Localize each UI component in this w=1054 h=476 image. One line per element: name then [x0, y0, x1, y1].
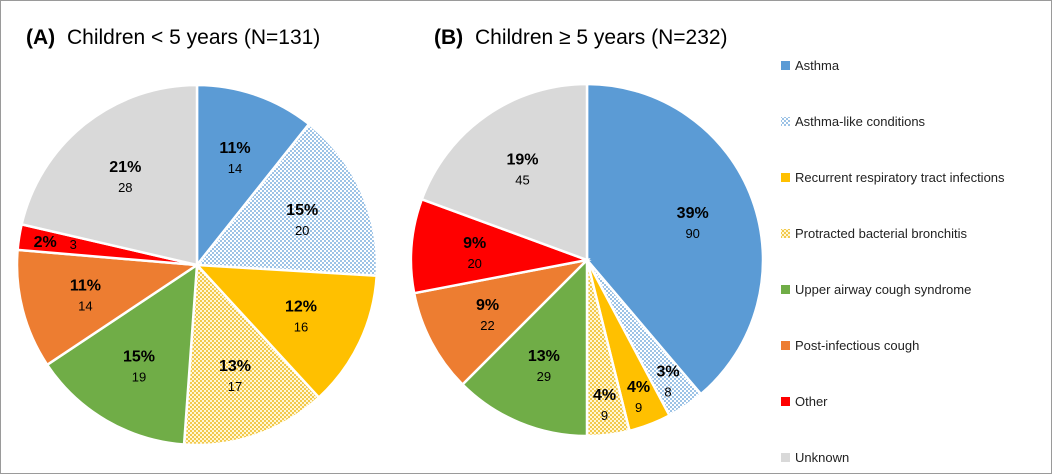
- pie-a-percent-label-post-infectious-cough: 11%: [70, 278, 101, 295]
- pie-b-percent-label-asthma: 39%: [677, 205, 709, 222]
- legend-label-recurrent-respiratory-tract-infections: Recurrent respiratory tract infections: [795, 170, 1005, 185]
- pie-b-percent-label-upper-airway-cough-syndrome: 13%: [528, 348, 560, 365]
- pie-a-count-label-other: 3: [70, 237, 77, 252]
- legend-swatch-post-infectious-cough: [781, 341, 790, 350]
- pie-b-slice-upper-airway-cough-syndrome: [460, 256, 589, 438]
- pie-b-count-label-asthma: 90: [685, 226, 699, 241]
- pie-a-count-label-recurrent-respiratory-tract-infections: 16: [294, 319, 308, 334]
- pie-b-percent-label-post-infectious-cough: 9%: [476, 297, 499, 314]
- chart-b-title-label: (B): [434, 26, 463, 49]
- pie-a-slice-asthma-like-conditions: [194, 122, 379, 278]
- pie-b-slice-unknown: [420, 82, 589, 262]
- pie-a-slice-recurrent-respiratory-tract-infections: [193, 263, 379, 400]
- pie-b-slice-other: [409, 197, 592, 295]
- chart-b-title-text: Children ≥ 5 years (N=232): [475, 26, 728, 49]
- legend-label-protracted-bacterial-bronchitis: Protracted bacterial bronchitis: [795, 226, 967, 241]
- pie-a-percent-label-asthma: 11%: [219, 140, 250, 157]
- pie-b-count-label-post-infectious-cough: 22: [480, 318, 494, 333]
- pie-b-percent-label-other: 9%: [463, 235, 486, 252]
- pie-a-slice-unknown: [20, 83, 199, 267]
- pie-b-count-label-other: 20: [467, 256, 481, 271]
- chart-a-title-text: Children < 5 years (N=131): [67, 26, 320, 49]
- pie-a-count-label-protracted-bacterial-bronchitis: 17: [228, 379, 242, 394]
- legend-swatch-asthma: [781, 61, 790, 70]
- pie-b-count-label-upper-airway-cough-syndrome: 29: [537, 369, 551, 384]
- legend-label-post-infectious-cough: Post-infectious cough: [795, 338, 919, 353]
- chart-a-title: (A) Children < 5 years (N=131): [26, 26, 320, 49]
- pie-chart-b: 39% 90 3% 8 4% 9 4% 9 13% 29 9% 22 9% 20 19% 45: [409, 82, 765, 438]
- legend-swatch-recurrent-respiratory-tract-infections: [781, 173, 790, 182]
- pie-a-count-label-unknown: 28: [118, 180, 132, 195]
- chart-b-title: (B) Children ≥ 5 years (N=232): [434, 26, 728, 49]
- pie-a-count-label-asthma: 14: [228, 161, 242, 176]
- legend-label-asthma: Asthma: [795, 58, 840, 73]
- legend: Asthma Asthma-like conditions Recurrent re…: [781, 58, 1005, 465]
- pie-a-percent-label-other: 2%: [34, 234, 57, 251]
- pie-a-slice-post-infectious-cough: [15, 248, 201, 367]
- legend-label-unknown: Unknown: [795, 450, 849, 465]
- pie-b-percent-label-asthma-like-conditions: 3%: [656, 364, 679, 381]
- legend-label-other: Other: [795, 394, 828, 409]
- legend-swatch-protracted-bacterial-bronchitis: [781, 229, 790, 238]
- pie-b-count-label-recurrent-respiratory-tract-infections: 9: [635, 400, 642, 415]
- legend-label-asthma-like-conditions: Asthma-like conditions: [795, 114, 926, 129]
- pie-a-slice-upper-airway-cough-syndrome: [45, 262, 199, 446]
- pie-a-percent-label-upper-airway-cough-syndrome: 15%: [123, 349, 155, 366]
- pie-b-percent-label-recurrent-respiratory-tract-infections: 4%: [627, 379, 650, 396]
- legend-swatch-unknown: [781, 453, 790, 462]
- chart-a-title-label: (A): [26, 26, 55, 49]
- pie-a-count-label-post-infectious-cough: 14: [78, 299, 92, 314]
- pie-b-slice-asthma: [585, 82, 765, 396]
- pie-a-percent-label-recurrent-respiratory-tract-infections: 12%: [285, 298, 317, 315]
- legend-swatch-asthma-like-conditions: [781, 117, 790, 126]
- pie-a-count-label-asthma-like-conditions: 20: [295, 223, 309, 238]
- pie-b-percent-label-protracted-bacterial-bronchitis: 4%: [593, 387, 616, 404]
- legend-swatch-other: [781, 397, 790, 406]
- pie-a-slice-asthma: [195, 83, 311, 269]
- pie-a-percent-label-unknown: 21%: [109, 159, 141, 176]
- pie-b-count-label-asthma-like-conditions: 8: [664, 385, 671, 400]
- pie-b-percent-label-unknown: 19%: [506, 152, 538, 169]
- pie-b-slice-post-infectious-cough: [412, 258, 591, 387]
- pie-a-slice-protracted-bacterial-bronchitis: [182, 262, 321, 447]
- pie-chart-a: 11% 14 15% 20 12% 16 13% 17 15% 19 11% 14 2% 3 21% 28: [15, 83, 379, 447]
- legend-swatch-upper-airway-cough-syndrome: [781, 285, 790, 294]
- pie-a-percent-label-asthma-like-conditions: 15%: [286, 202, 318, 219]
- pie-a-percent-label-protracted-bacterial-bronchitis: 13%: [219, 358, 251, 375]
- pie-a-count-label-upper-airway-cough-syndrome: 19: [132, 370, 146, 385]
- legend-label-upper-airway-cough-syndrome: Upper airway cough syndrome: [795, 282, 971, 297]
- pie-b-count-label-unknown: 45: [515, 173, 529, 188]
- pie-b-count-label-protracted-bacterial-bronchitis: 9: [601, 408, 608, 423]
